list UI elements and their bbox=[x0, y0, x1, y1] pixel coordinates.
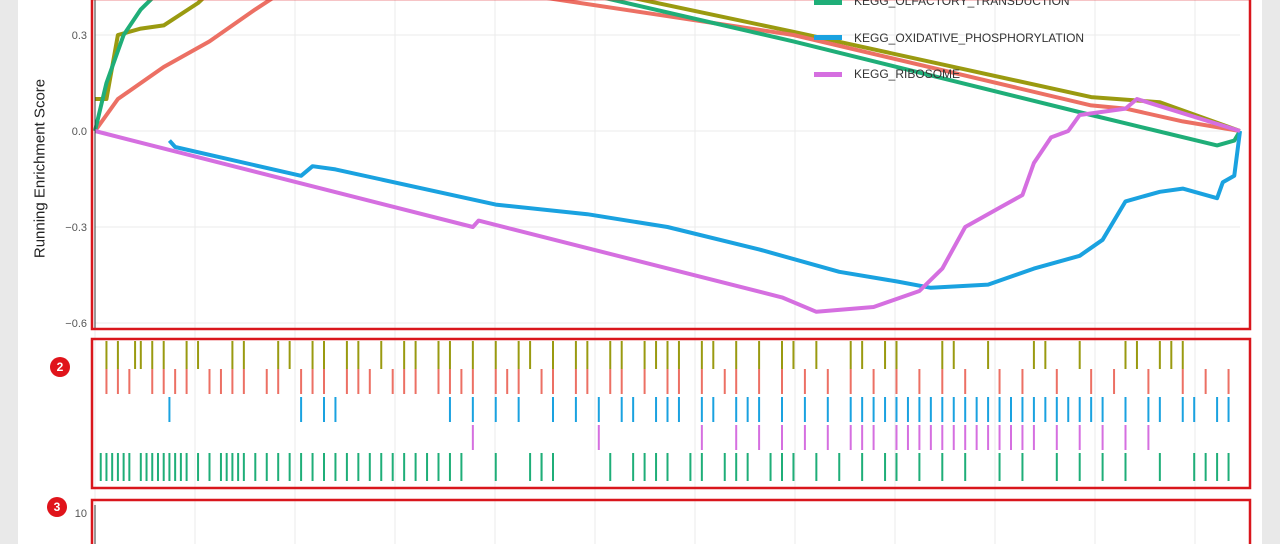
legend-swatch-olfactory bbox=[814, 0, 842, 5]
panel3-y-tick-label: 10 bbox=[75, 508, 87, 520]
y-axis-label: Running Enrichment Score bbox=[31, 78, 49, 259]
series-line-2 bbox=[93, 0, 1242, 148]
series-line-4 bbox=[94, 97, 1241, 314]
legend-label-oxidative: KEGG_OXIDATIVE_PHOSPHORYLATION bbox=[854, 31, 1085, 45]
annotation-badge-2: 2 bbox=[50, 357, 70, 377]
series-line-3 bbox=[167, 130, 1242, 290]
y-tick-label: −0.6 bbox=[65, 318, 87, 330]
legend-swatch-oxidative bbox=[814, 35, 842, 40]
y-tick-label: −0.3 bbox=[65, 222, 87, 234]
y-tick-label: 0.0 bbox=[72, 126, 87, 138]
series-line-0 bbox=[95, 0, 1241, 133]
annotation-box-3 bbox=[90, 498, 1252, 544]
legend-label-ribosome: KEGG_RIBOSOME bbox=[854, 67, 961, 81]
y-tick-label: 0.3 bbox=[72, 30, 87, 42]
annotation-box-1 bbox=[90, 0, 1252, 331]
annotation-badge-3: 3 bbox=[47, 497, 67, 517]
legend-label-olfactory: KEGG_OLFACTORY_TRANSDUCTION bbox=[854, 0, 1070, 8]
gsea-plot-page: 0.3 0.0 −0.3 −0.6 10 Running Enrichment Scor… bbox=[18, 0, 1262, 544]
annotation-box-2 bbox=[90, 337, 1252, 490]
legend-swatch-ribosome bbox=[814, 72, 842, 77]
series-line-1 bbox=[93, 0, 1241, 133]
gsea-chart: 0.3 0.0 −0.3 −0.6 10 bbox=[65, 0, 1252, 544]
